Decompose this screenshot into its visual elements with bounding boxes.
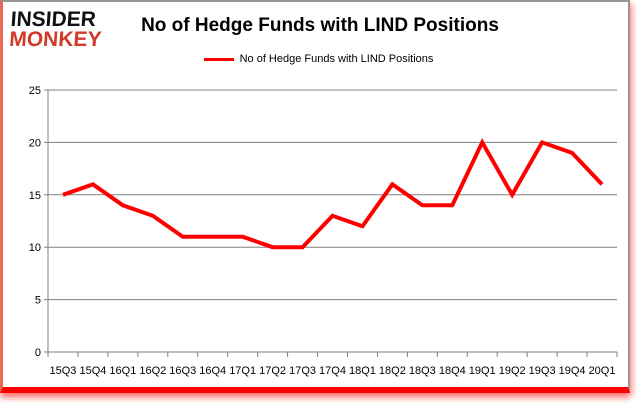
y-tick-label: 20: [29, 137, 41, 149]
x-tick-label: 16Q3: [169, 365, 196, 377]
x-tick-label: 16Q1: [109, 365, 136, 377]
logo-line-insider: INSIDER: [9, 8, 97, 31]
x-tick-label: 16Q4: [199, 365, 226, 377]
x-tick-label: 19Q1: [469, 365, 496, 377]
chart-frame: [0, 0, 630, 393]
chart-title: No of Hedge Funds with LIND Positions: [141, 15, 499, 36]
x-tick-label: 15Q3: [50, 365, 77, 377]
chart-legend: No of Hedge Funds with LIND Positions: [0, 53, 637, 65]
x-tick-label: 17Q2: [259, 365, 286, 377]
legend-line-swatch: [203, 57, 234, 61]
insider-monkey-logo: INSIDER MONKEY: [8, 8, 104, 51]
x-tick-label: 17Q4: [319, 365, 346, 377]
y-tick-label: 10: [29, 242, 41, 254]
x-tick-label: 17Q3: [289, 365, 316, 377]
x-tick-label: 18Q2: [379, 365, 406, 377]
x-tick-label: 17Q1: [229, 365, 256, 377]
y-tick-label: 5: [35, 295, 41, 307]
x-tick-label: 16Q2: [139, 365, 166, 377]
series-line-hedge-funds: [62, 138, 604, 250]
x-tick-label: 20Q1: [589, 365, 616, 377]
y-tick-label: 25: [29, 85, 41, 97]
y-tick-label: 15: [29, 190, 41, 202]
x-tick-label: 19Q4: [559, 365, 586, 377]
x-tick-label: 15Q4: [79, 365, 106, 377]
x-tick-label: 19Q2: [499, 365, 526, 377]
legend-label: No of Hedge Funds with LIND Positions: [239, 53, 434, 65]
x-tick-label: 18Q4: [439, 365, 466, 377]
x-tick-label: 18Q1: [349, 365, 376, 377]
x-tick-label: 19Q3: [529, 365, 556, 377]
y-tick-label: 0: [35, 347, 41, 359]
logo-line-monkey: MONKEY: [8, 27, 103, 51]
x-tick-label: 18Q3: [409, 365, 436, 377]
